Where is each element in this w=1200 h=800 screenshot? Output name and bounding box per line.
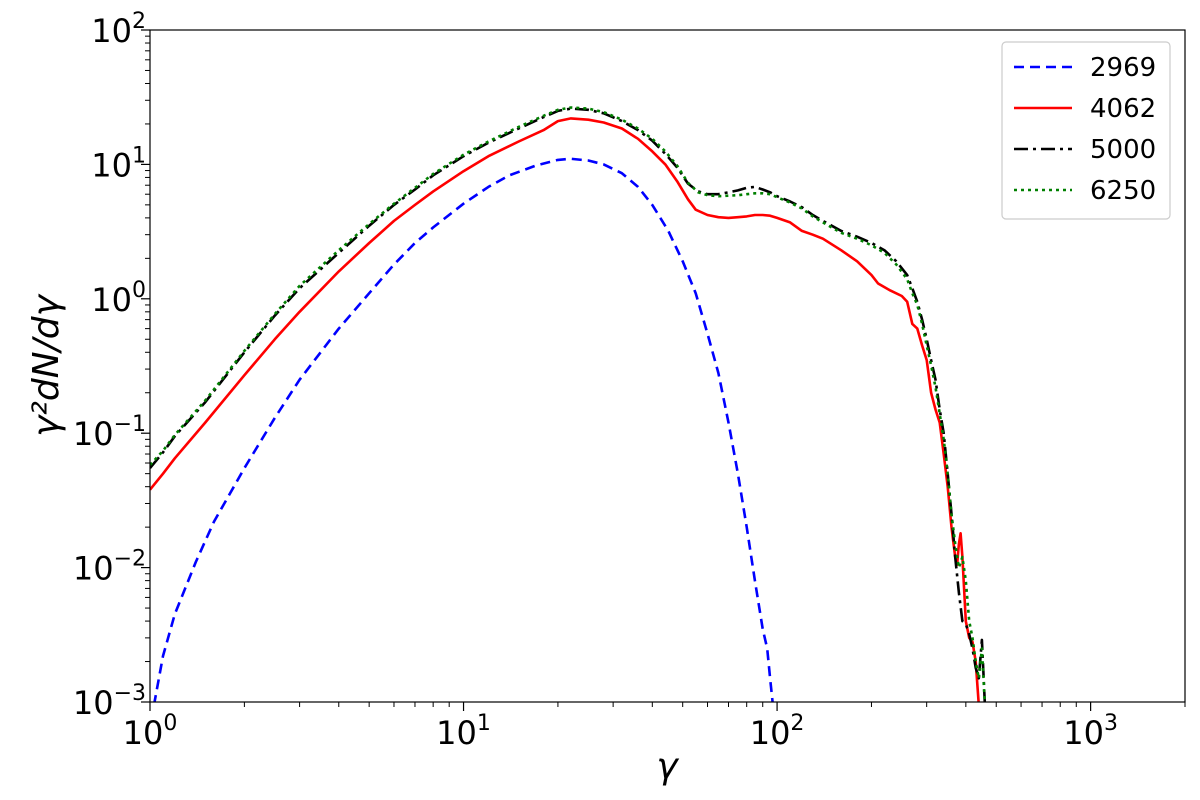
- legend-box: [1001, 41, 1171, 220]
- y-tick-label: 102: [91, 9, 146, 50]
- x-tick-label: 102: [750, 711, 805, 752]
- legend-label-5000: 5000: [1090, 135, 1156, 165]
- y-tick-label: 10−3: [73, 681, 146, 722]
- series-line-4062: [150, 117, 980, 702]
- legend-label-4062: 4062: [1090, 94, 1156, 124]
- legend-label-2969: 2969: [1090, 53, 1156, 83]
- tick-layer: 100 101 102 103 10−3 10−2 10−1 100 101 102: [73, 9, 1186, 752]
- x-tick-label: 103: [1063, 711, 1118, 752]
- x-tick-label: 100: [123, 711, 178, 752]
- x-axis-label: γ: [656, 746, 679, 787]
- series-layer: [150, 106, 987, 702]
- y-axis-label: γ²dN/dγ: [26, 293, 67, 436]
- series-line-5000: [150, 107, 987, 702]
- plot-frame: [149, 29, 1186, 703]
- legend: 2969 4062 5000 6250: [1001, 41, 1171, 220]
- series-line-2969: [153, 157, 774, 702]
- y-tick-label: 10−1: [73, 412, 146, 453]
- series-line-6250: [150, 106, 987, 702]
- x-tick-label: 101: [436, 711, 491, 752]
- y-tick-label: 10−2: [73, 547, 146, 588]
- legend-label-6250: 6250: [1090, 176, 1156, 206]
- y-tick-label: 100: [91, 278, 146, 319]
- y-tick-label: 101: [91, 143, 146, 184]
